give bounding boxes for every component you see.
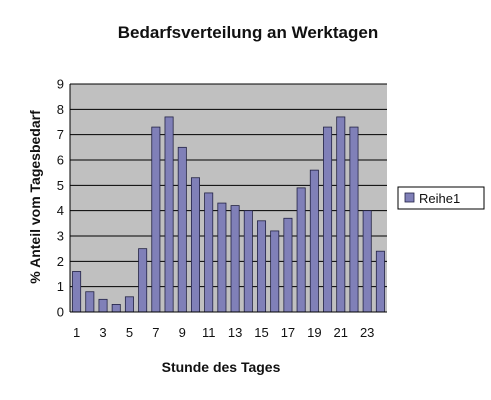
bar [362,210,372,313]
bar [72,271,82,313]
bar [98,298,108,313]
bar [164,116,174,313]
y-tick-label: 7 [57,127,64,142]
x-tick-label: 21 [334,325,348,340]
bar [309,169,319,313]
bar [204,192,214,313]
x-tick-label: 13 [228,325,242,340]
legend-box [397,186,485,210]
bar [336,116,346,313]
y-tick-label: 4 [57,203,64,218]
x-tick-label: 5 [126,325,133,340]
bar [296,187,306,313]
bars [72,116,385,313]
x-tick-label: 11 [202,325,216,340]
bar [349,126,359,313]
y-tick-label: 3 [57,229,64,244]
x-tick-label: 17 [281,325,295,340]
x-tick-label: 23 [360,325,374,340]
bar [323,126,333,313]
bar [230,205,240,313]
legend: Reihe1 [397,186,485,210]
bar [124,296,134,313]
y-tick-label: 2 [57,254,64,269]
bar [190,177,200,313]
bar [217,202,227,313]
bar [243,210,253,313]
bar [177,146,187,313]
bar [138,248,148,313]
y-tick-label: 6 [57,153,64,168]
bar [283,217,293,313]
legend-entry-reihe1: Reihe1 [419,191,460,206]
bar [85,291,95,313]
y-tick-labels: 0 1 2 3 4 5 6 7 8 9 [57,77,64,320]
y-tick-label: 9 [57,77,64,92]
x-tick-label: 1 [73,325,80,340]
y-tick-label: 5 [57,178,64,193]
bar [257,220,267,313]
x-tick-label: 19 [307,325,321,340]
x-tick-labels: 1 3 5 7 9 11 13 15 17 19 21 23 [73,325,374,340]
x-tick-label: 9 [179,325,186,340]
legend-swatch [404,192,415,203]
gridlines [70,83,387,288]
x-tick-label: 15 [254,325,268,340]
bar [375,250,385,313]
plot-area [70,84,387,312]
y-tick-label: 8 [57,102,64,117]
bar [151,126,161,313]
y-tick-label: 0 [57,305,64,320]
y-tick-label: 1 [57,279,64,294]
bar [270,230,280,313]
bar [111,303,121,313]
x-tick-label: 3 [99,325,106,340]
y-axis-label: % Anteil vom Tagesbedarf [27,110,43,284]
x-axis-label: Stunde des Tages [162,359,281,375]
chart-title: Bedarfsverteilung an Werktagen [118,23,378,42]
x-tick-label: 7 [152,325,159,340]
